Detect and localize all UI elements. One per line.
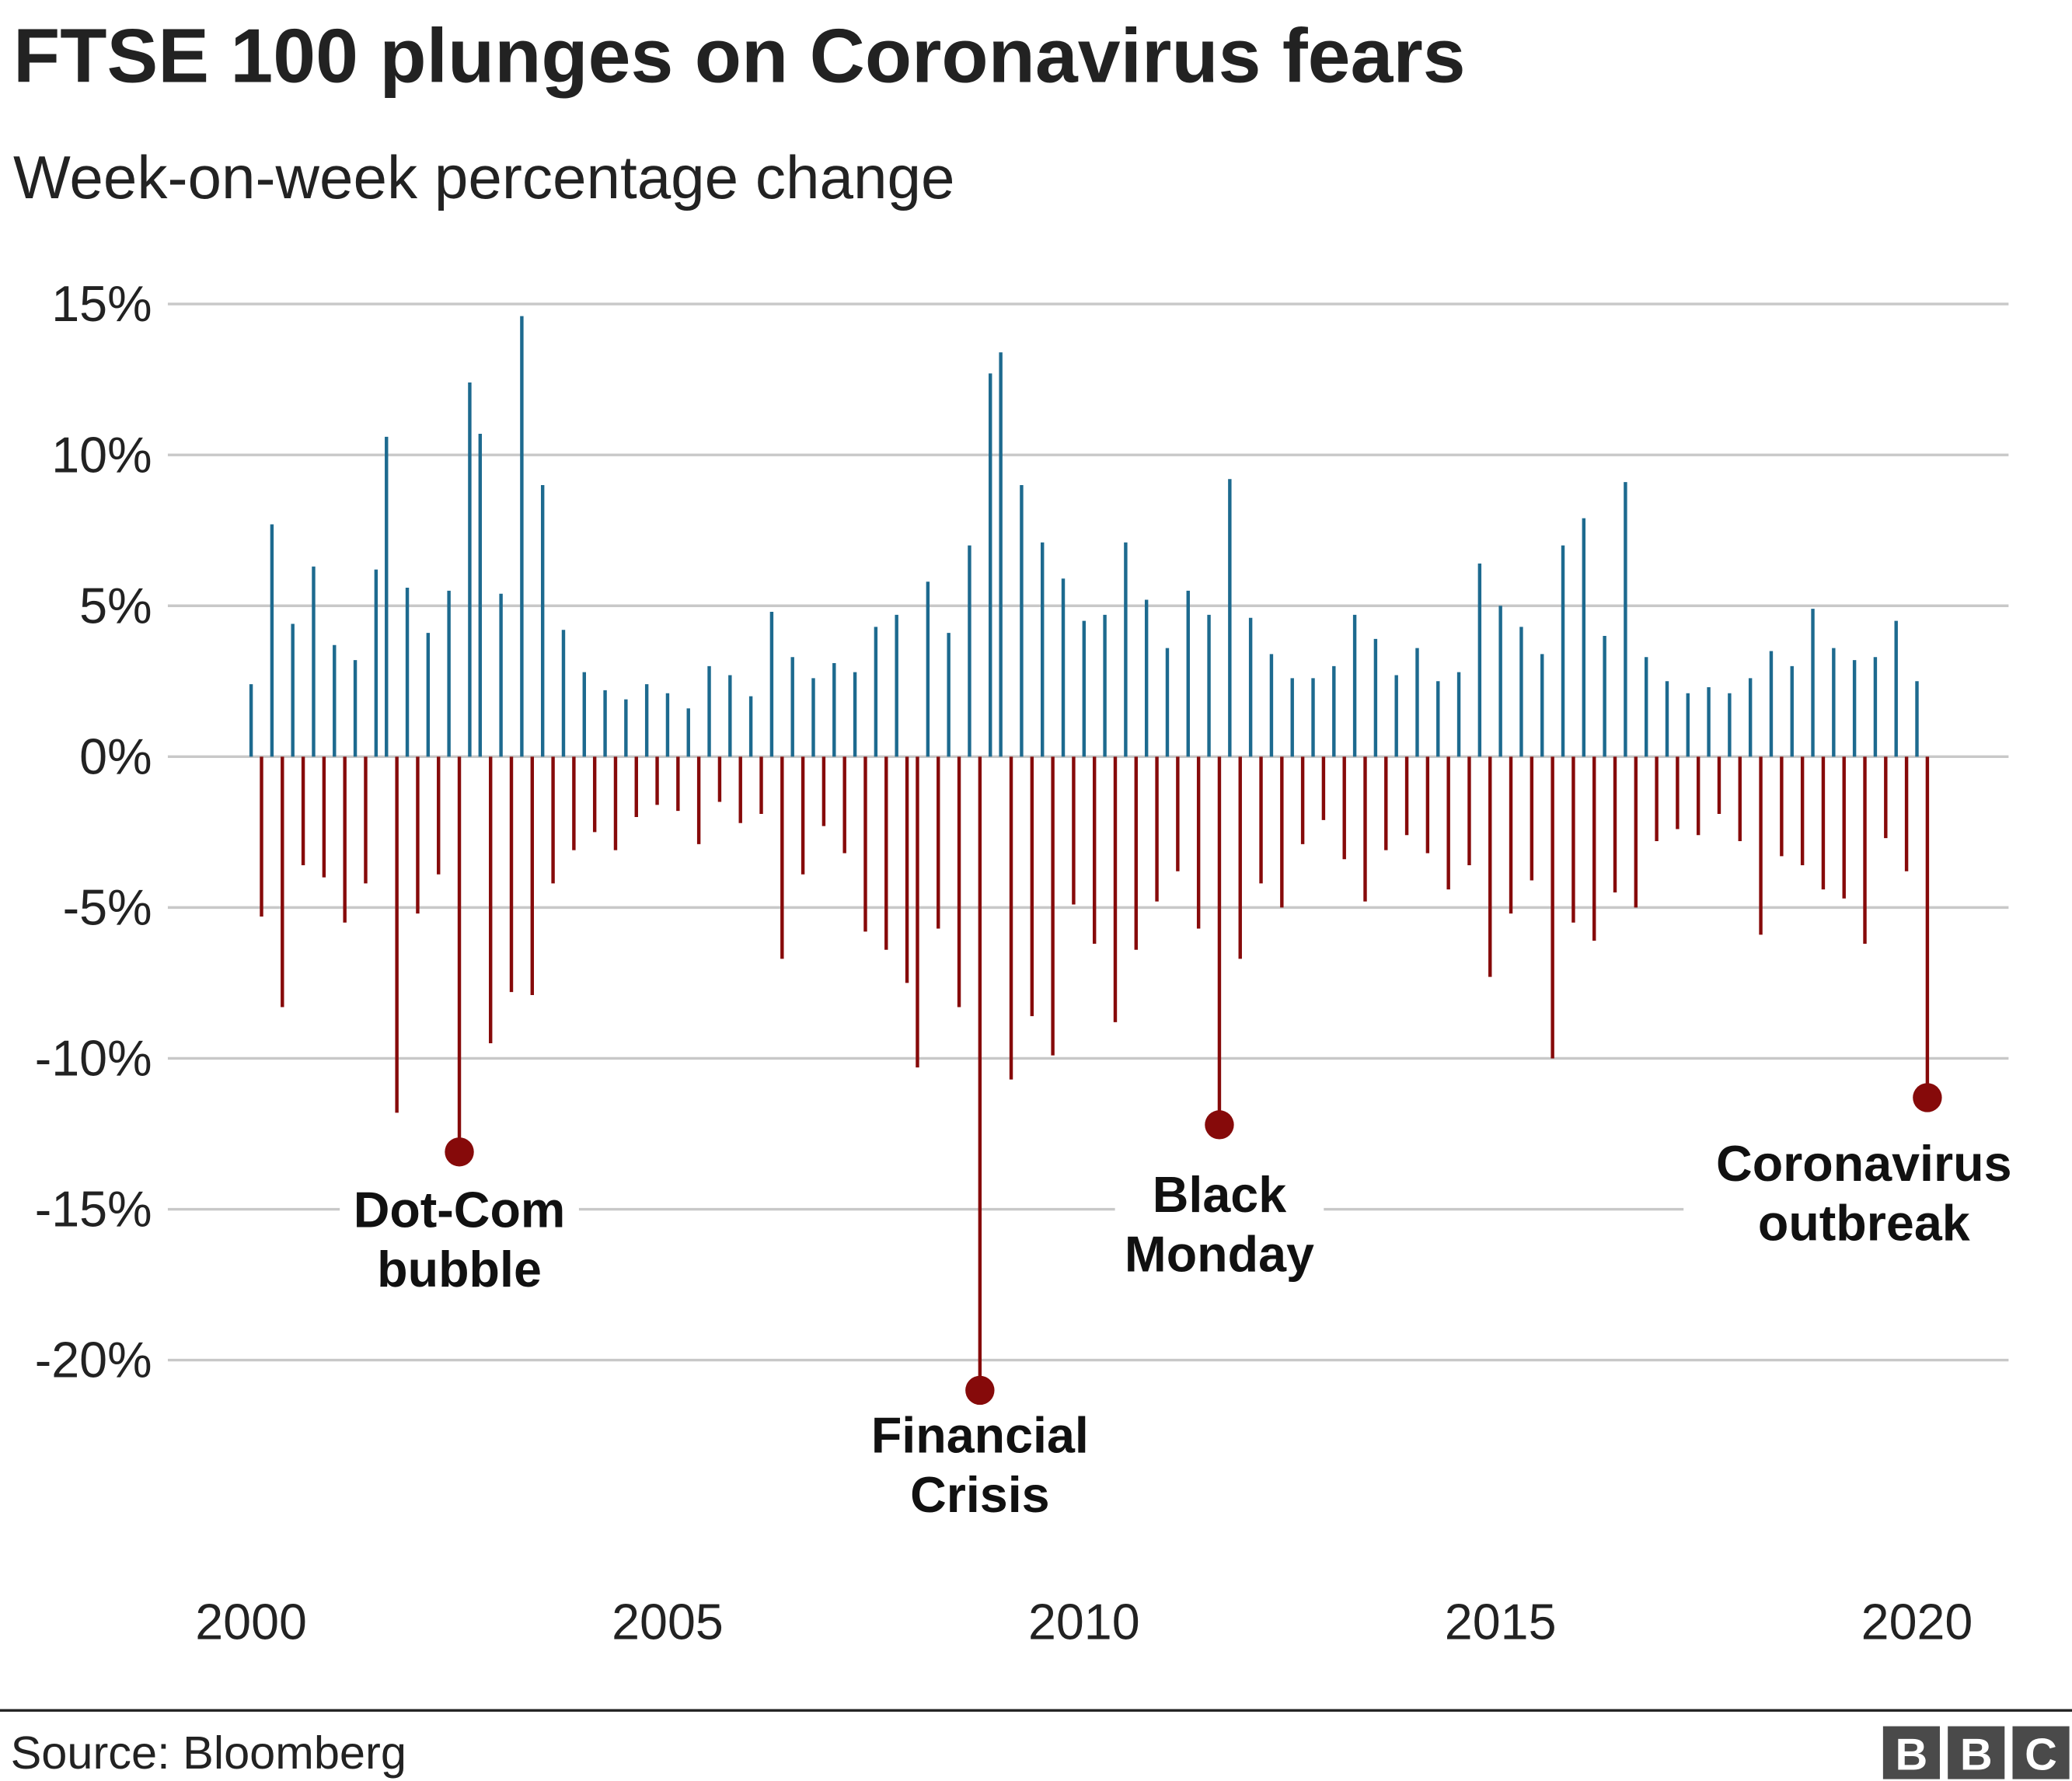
annotation-label: Monday xyxy=(1125,1227,1314,1283)
x-tick-label: 2015 xyxy=(1445,1594,1557,1650)
annotation-dot xyxy=(445,1137,474,1167)
x-tick-label: 2020 xyxy=(1861,1594,1973,1650)
annotation-label: outbreak xyxy=(1758,1196,1970,1252)
annotation-label: Coronavirus xyxy=(1716,1136,2011,1192)
chart-subtitle: Week-on-week percentage change xyxy=(13,143,954,211)
label-background xyxy=(1683,1130,2045,1269)
label-background xyxy=(829,1402,1130,1540)
source-note: Source: Bloomberg xyxy=(11,1727,406,1779)
logo-letter: C xyxy=(2025,1730,2057,1780)
label-background xyxy=(340,1177,579,1315)
y-tick-label: 10% xyxy=(51,427,152,483)
annotation-label: Dot-Com xyxy=(354,1182,566,1238)
annotation-dot xyxy=(1205,1110,1234,1140)
logo-letter: B xyxy=(1896,1730,1928,1780)
x-tick-label: 2005 xyxy=(612,1594,724,1650)
y-tick-label: 15% xyxy=(51,276,152,332)
y-tick-label: -10% xyxy=(35,1031,152,1087)
annotation-label: Crisis xyxy=(910,1467,1050,1523)
x-tick-label: 2010 xyxy=(1028,1594,1140,1650)
logo-block xyxy=(1948,1726,2005,1779)
logo-block xyxy=(1882,1726,1940,1779)
y-tick-label: -5% xyxy=(63,879,152,935)
chart-title: FTSE 100 plunges on Coronavirus fears xyxy=(13,12,1466,98)
annotation-label: bubble xyxy=(377,1241,542,1297)
y-tick-label: -20% xyxy=(35,1332,152,1388)
annotation-label: Financial xyxy=(871,1407,1089,1463)
logo-letter: B xyxy=(1960,1730,1993,1780)
y-tick-label: 5% xyxy=(79,578,152,634)
annotation-dot xyxy=(1913,1083,1942,1112)
x-tick-label: 2000 xyxy=(195,1594,307,1650)
logo-block xyxy=(2012,1726,2070,1779)
y-tick-label: 0% xyxy=(79,728,152,784)
label-background xyxy=(1114,1161,1324,1300)
y-tick-label: -15% xyxy=(35,1182,152,1238)
annotation-dot xyxy=(965,1375,995,1406)
annotation-label: Black xyxy=(1153,1167,1286,1223)
